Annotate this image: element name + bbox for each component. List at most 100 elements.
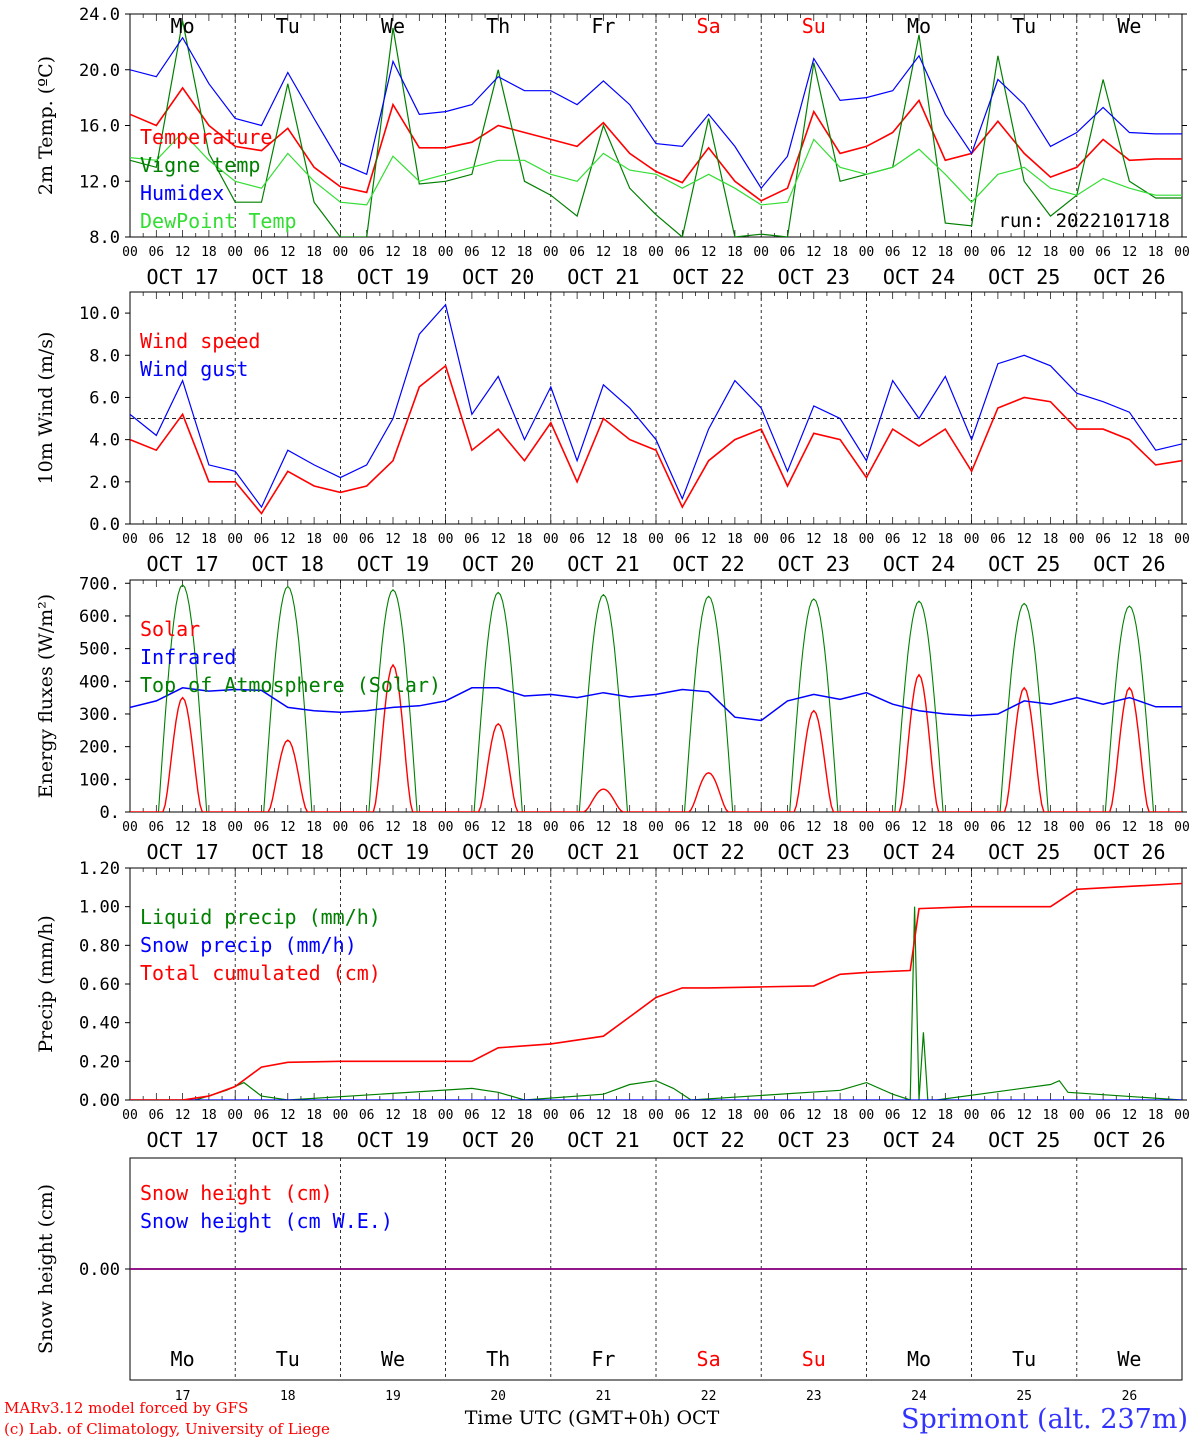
x-date-label: OCT 22 [672,840,744,864]
x-hour-label: 12 [490,245,506,260]
x-date-label: OCT 25 [988,840,1060,864]
series-line-green [130,906,1182,1100]
x-date-label: OCT 17 [146,265,218,289]
x-date-label: OCT 18 [252,1128,324,1152]
x-hour-label: 18 [1148,532,1164,547]
hour-ticks [129,868,1183,1100]
x-hour-label: 12 [1122,245,1138,260]
x-date-label: OCT 19 [357,552,429,576]
x-hour-label: 06 [885,245,901,260]
x-hour-label: 06 [359,820,375,835]
legend-entry: Wind speed [140,329,260,353]
x-hour-label: 12 [490,532,506,547]
y-tick-label: 100. [79,770,120,790]
x-hour-label: 00 [859,532,875,547]
legend-entry: Humidex [140,181,224,205]
x-hour-label: 12 [911,245,927,260]
day-abbr-bottom: Mo [171,1347,195,1371]
day-abbr-top: Su [802,14,826,38]
x-hour-label: 00 [964,532,980,547]
x-date-label: OCT 20 [462,265,534,289]
x-hour-label: 06 [464,820,480,835]
x-hour-label: 00 [333,532,349,547]
day-number: 19 [385,1389,401,1404]
x-hour-label: 18 [306,820,322,835]
x-hour-label: 06 [359,1108,375,1123]
legend-entry: Temperature [140,125,272,149]
x-date-label: OCT 18 [252,552,324,576]
y-tick-label: 0.00 [79,1260,120,1280]
legend-entry: Solar [140,617,200,641]
x-hour-label: 18 [832,820,848,835]
day-abbr-bottom: Mo [907,1347,931,1371]
solar-line [130,663,1182,812]
x-date-label: OCT 19 [357,1128,429,1152]
day-abbr-top: Tu [1012,14,1036,38]
x-hour-label: 00 [122,1108,138,1123]
text-layer: 8.0 12.0 16.0 20.0 24.0 2m Temp. (ºC) 00 06 12 18… [4,5,1190,1438]
day-number: 23 [806,1389,822,1404]
x-hour-label: 06 [569,532,585,547]
x-hour-label: 12 [280,532,296,547]
x-hour-label: 00 [1069,532,1085,547]
x-hour-label: 00 [1174,820,1190,835]
x-hour-label: 18 [411,245,427,260]
x-hour-label: 06 [464,1108,480,1123]
day-abbr-top: We [381,14,405,38]
day-abbr-bottom: Su [802,1347,826,1371]
x-hour-label: 06 [464,532,480,547]
hour-ticks [129,292,1183,524]
x-hour-label: 06 [885,820,901,835]
x-hour-label: 18 [517,532,533,547]
x-hour-label: 18 [411,820,427,835]
x-date-label: OCT 18 [252,265,324,289]
y-tick-label: 20.0 [79,61,120,81]
x-hour-label: 06 [780,245,796,260]
x-date-label: OCT 26 [1093,552,1165,576]
x-hour-label: 18 [201,1108,217,1123]
x-date-label: OCT 24 [883,840,955,864]
x-hour-label: 12 [911,532,927,547]
x-hour-label: 00 [543,245,559,260]
day-number: 21 [596,1389,612,1404]
y-axis-label: Snow height (cm) [35,1184,57,1354]
x-hour-label: 00 [438,820,454,835]
x-hour-label: 12 [175,532,191,547]
y-tick-label: 16.0 [79,117,120,137]
y-axis-label: 2m Temp. (ºC) [35,56,57,195]
x-hour-label: 18 [306,245,322,260]
x-hour-label: 06 [780,820,796,835]
x-hour-label: 18 [832,1108,848,1123]
x-hour-label: 00 [964,1108,980,1123]
x-hour-label: 12 [175,245,191,260]
x-hour-label: 12 [806,245,822,260]
x-hour-label: 18 [727,820,743,835]
day-number: 25 [1016,1389,1032,1404]
x-date-label: OCT 23 [778,840,850,864]
x-hour-label: 12 [701,532,717,547]
x-hour-label: 18 [832,532,848,547]
x-hour-label: 12 [1122,1108,1138,1123]
x-hour-label: 12 [911,1108,927,1123]
y-tick-label: 0. [100,803,120,823]
x-hour-label: 06 [885,532,901,547]
x-date-label: OCT 20 [462,840,534,864]
station-name: Sprimont (alt. 237m) [901,1404,1188,1435]
x-hour-label: 18 [1148,1108,1164,1123]
x-hour-label: 12 [701,1108,717,1123]
day-abbr-top: We [1117,14,1141,38]
x-hour-label: 12 [596,820,612,835]
y-tick-label: 0.0 [89,515,120,535]
x-hour-label: 00 [648,1108,664,1123]
x-hour-label: 00 [438,532,454,547]
day-abbr-bottom: We [1117,1347,1141,1371]
y-tick-label: 1.20 [79,859,120,879]
x-date-label: OCT 22 [672,1128,744,1152]
day-abbr-top: Mo [907,14,931,38]
x-hour-label: 00 [543,820,559,835]
x-date-label: OCT 23 [778,265,850,289]
x-hour-label: 18 [937,245,953,260]
x-hour-label: 12 [385,532,401,547]
x-hour-label: 18 [937,820,953,835]
